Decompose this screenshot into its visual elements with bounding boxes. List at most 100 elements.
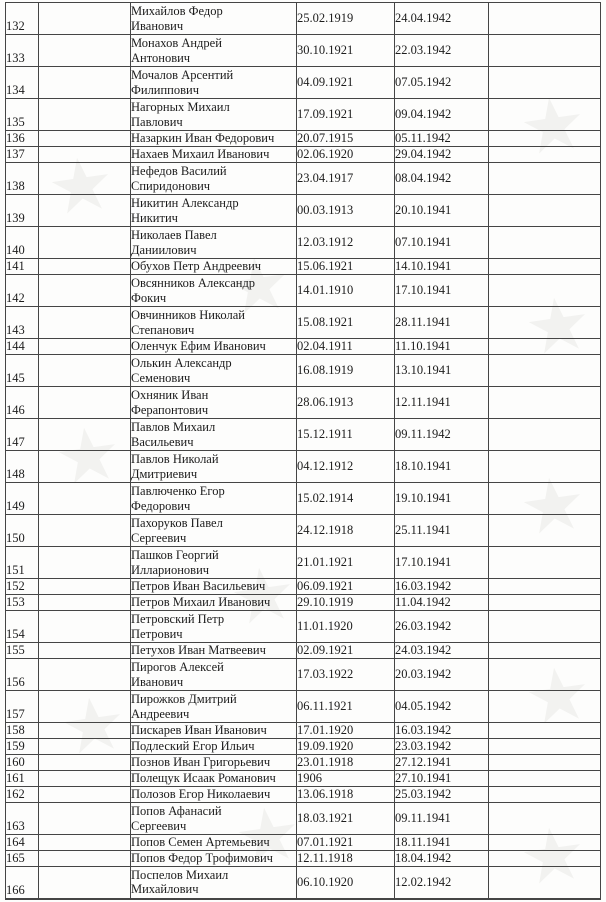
name-cell: Михайлов Федор Иванович	[130, 2, 297, 35]
blank-cell	[38, 194, 131, 227]
birth-date-cell: 04.12.1912	[296, 450, 395, 483]
note-cell	[488, 66, 601, 99]
note-cell	[488, 546, 601, 579]
row-number-cell: 156	[5, 658, 39, 691]
note-cell	[488, 770, 601, 787]
note-cell	[488, 418, 601, 451]
name-cell: Монахов Андрей Антонович	[130, 34, 297, 67]
birth-date-cell: 28.06.1913	[296, 386, 395, 419]
table-row: 142 Овсянников Александр Фокич 14.01.1910 1…	[5, 274, 601, 307]
note-cell	[488, 450, 601, 483]
birth-date-cell: 00.03.1913	[296, 194, 395, 227]
name-cell: Пискарев Иван Иванович	[130, 722, 297, 739]
note-cell	[488, 578, 601, 595]
row-number-cell: 133	[5, 34, 39, 67]
row-number-cell: 159	[5, 738, 39, 755]
note-cell	[488, 146, 601, 163]
blank-cell	[38, 594, 131, 611]
birth-date-cell: 02.06.1920	[296, 146, 395, 163]
table-row: 158 Пискарев Иван Иванович 17.01.1920 16.03…	[5, 722, 601, 739]
row-number-cell: 145	[5, 354, 39, 387]
death-date-cell: 20.10.1941	[394, 194, 489, 227]
birth-date-cell: 17.03.1922	[296, 658, 395, 691]
blank-cell	[38, 450, 131, 483]
note-cell	[488, 802, 601, 835]
death-date-cell: 07.10.1941	[394, 226, 489, 259]
birth-date-cell: 06.10.1920	[296, 866, 395, 899]
blank-cell	[38, 354, 131, 387]
row-number-cell: 134	[5, 66, 39, 99]
blank-cell	[38, 834, 131, 851]
blank-cell	[38, 786, 131, 803]
name-cell: Нагорных Михаил Павлович	[130, 98, 297, 131]
blank-cell	[38, 514, 131, 547]
blank-cell	[38, 418, 131, 451]
note-cell	[488, 258, 601, 275]
row-number-cell: 147	[5, 418, 39, 451]
row-number-cell: 143	[5, 306, 39, 339]
blank-cell	[38, 162, 131, 195]
name-cell: Назаркин Иван Федорович	[130, 130, 297, 147]
table-row: 139 Никитин Александр Никитич 00.03.1913 20…	[5, 194, 601, 227]
table-row: 152 Петров Иван Васильевич 06.09.1921 16.03…	[5, 578, 601, 595]
name-cell: Олькин Александр Семенович	[130, 354, 297, 387]
name-cell: Петров Михаил Иванович	[130, 594, 297, 611]
row-number-cell: 162	[5, 786, 39, 803]
birth-date-cell: 15.12.1911	[296, 418, 395, 451]
blank-cell	[38, 802, 131, 835]
death-date-cell: 24.04.1942	[394, 2, 489, 35]
death-date-cell: 11.10.1941	[394, 338, 489, 355]
name-cell: Петров Иван Васильевич	[130, 578, 297, 595]
name-cell: Петровский Петр Петрович	[130, 610, 297, 643]
name-cell: Полозов Егор Николаевич	[130, 786, 297, 803]
death-date-cell: 13.10.1941	[394, 354, 489, 387]
blank-cell	[38, 34, 131, 67]
table-row: 163 Попов Афанасий Сергеевич 18.03.1921 09.…	[5, 802, 601, 835]
blank-cell	[38, 722, 131, 739]
table-row: 143 Овчинников Николай Степанович 15.08.19…	[5, 306, 601, 339]
name-cell: Овсянников Александр Фокич	[130, 274, 297, 307]
blank-cell	[38, 642, 131, 659]
table-row: 144 Оленчук Ефим Иванович 02.04.1911 11.10.…	[5, 338, 601, 355]
table-row: 161 Полещук Исаак Романович 1906 27.10.1941	[5, 770, 601, 787]
note-cell	[488, 130, 601, 147]
table-row: 149 Павлюченко Егор Федорович 15.02.1914 19…	[5, 482, 601, 515]
birth-date-cell: 23.01.1918	[296, 754, 395, 771]
death-date-cell: 17.10.1941	[394, 546, 489, 579]
death-date-cell: 20.03.1942	[394, 658, 489, 691]
death-date-cell: 18.11.1941	[394, 834, 489, 851]
death-date-cell: 18.10.1941	[394, 450, 489, 483]
name-cell: Поспелов Михаил Михайлович	[130, 866, 297, 899]
name-cell: Нефедов Василий Спиридонович	[130, 162, 297, 195]
table-row: 157 Пирожков Дмитрий Андреевич 06.11.1921 0…	[5, 690, 601, 723]
row-number-cell: 146	[5, 386, 39, 419]
death-date-cell: 26.03.1942	[394, 610, 489, 643]
death-date-cell: 09.04.1942	[394, 98, 489, 131]
table-row: 166 Поспелов Михаил Михайлович 06.10.1920 1…	[5, 866, 601, 899]
name-cell: Полещук Исаак Романович	[130, 770, 297, 787]
blank-cell	[38, 2, 131, 35]
birth-date-cell: 19.09.1920	[296, 738, 395, 755]
row-number-cell: 157	[5, 690, 39, 723]
table-row: 150 Пахоруков Павел Сергеевич 24.12.1918 25…	[5, 514, 601, 547]
death-date-cell: 07.05.1942	[394, 66, 489, 99]
blank-cell	[38, 866, 131, 899]
table-row: 137 Нахаев Михаил Иванович 02.06.1920 29.04…	[5, 146, 601, 163]
birth-date-cell: 11.01.1920	[296, 610, 395, 643]
birth-date-cell: 02.09.1921	[296, 642, 395, 659]
death-date-cell: 14.10.1941	[394, 258, 489, 275]
death-date-cell: 16.03.1942	[394, 722, 489, 739]
death-date-cell: 25.11.1941	[394, 514, 489, 547]
blank-cell	[38, 690, 131, 723]
birth-date-cell: 07.01.1921	[296, 834, 395, 851]
blank-cell	[38, 738, 131, 755]
death-date-cell: 19.10.1941	[394, 482, 489, 515]
death-date-cell: 12.11.1941	[394, 386, 489, 419]
note-cell	[488, 722, 601, 739]
note-cell	[488, 338, 601, 355]
note-cell	[488, 786, 601, 803]
row-number-cell: 150	[5, 514, 39, 547]
row-number-cell: 163	[5, 802, 39, 835]
blank-cell	[38, 546, 131, 579]
name-cell: Павлов Николай Дмитриевич	[130, 450, 297, 483]
